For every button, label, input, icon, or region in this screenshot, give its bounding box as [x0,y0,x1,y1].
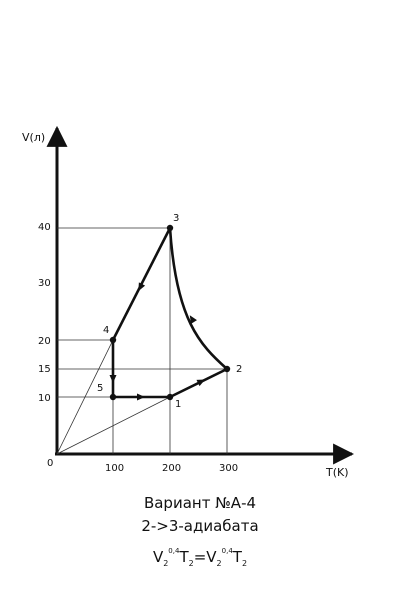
ray-to-point-4 [56,339,114,455]
formula-equals: = [193,548,207,566]
arrow-5-1 [137,393,145,401]
formula-v-right-exp: 0,4 [221,547,233,555]
formula-v-left-exp: 0,4 [168,547,180,555]
formula-t-right-sub: 2 [241,559,248,568]
y-tick-10: 10 [38,393,51,404]
process-caption: 2->3-адиабата [141,517,259,535]
y-tick-20: 20 [38,336,51,347]
y-tick-30: 30 [38,278,51,289]
x-tick-300: 300 [219,463,238,474]
points [109,224,231,401]
x-tick-200: 200 [162,463,181,474]
arrow-1-2 [196,379,206,387]
isochore-rays [56,339,171,455]
ray-to-point-1 [56,396,171,455]
variant-caption: Вариант №А-4 [143,494,257,512]
formula-v-left-sub: 2 [163,559,169,568]
point-4 [109,336,117,344]
arrow-2-3 [189,315,197,324]
point-5 [109,393,117,401]
formula-t-left: T [179,548,189,566]
y-tick-15: 15 [38,364,51,375]
formula: V20,4T2=V20,4T2 [0,547,400,568]
origin-label: 0 [47,458,53,469]
point-3 [166,224,174,232]
point-label-4: 4 [103,325,109,336]
point-2 [223,365,231,373]
direction-arrows [109,282,206,401]
arrow-4-5 [109,375,117,383]
y-tick-40: 40 [38,222,51,233]
formula-t-right: T [232,548,242,566]
y-axis-label: V(л) [22,131,45,144]
point-label-1: 1 [175,399,181,410]
x-axis-label: T(K) [325,466,349,479]
formula-v-right: V [206,548,217,566]
formula-v-left: V [152,548,164,566]
x-tick-100: 100 [105,463,124,474]
formula-t-left-sub: 2 [188,559,194,568]
arrow-3-4 [138,282,146,292]
point-1 [166,393,174,401]
point-label-2: 2 [236,364,242,375]
formula-v-right-sub: 2 [216,559,222,568]
segment-2-3-adiabat [168,227,228,370]
point-label-3: 3 [173,213,179,224]
point-label-5: 5 [97,383,103,394]
